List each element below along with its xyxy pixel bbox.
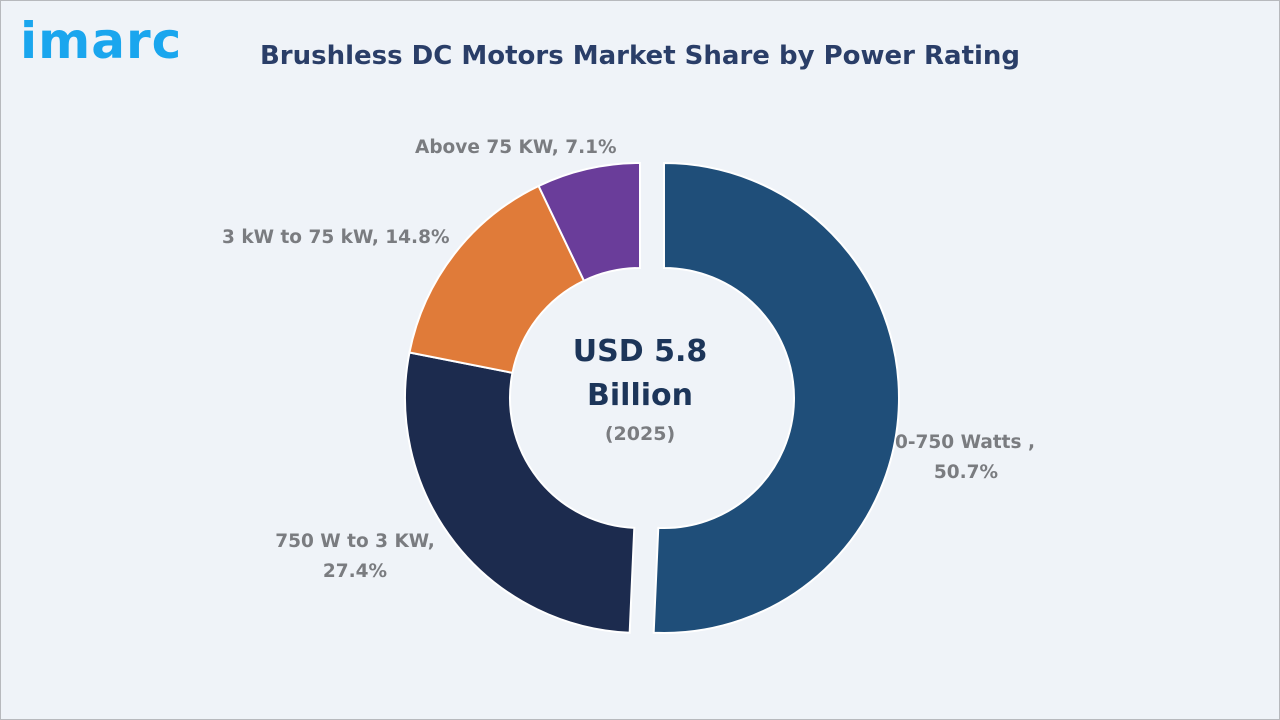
chart-title: Brushless DC Motors Market Share by Powe… xyxy=(259,41,1021,71)
label-3kw-75kw: 3 kW to 75 kW, 14.8% xyxy=(222,227,450,248)
label-750w-3kw: 750 W to 3 KW, 27.4% xyxy=(275,531,435,582)
imarc-logo: imarc xyxy=(20,12,183,70)
center-total: USD 5.8 Billion (2025) xyxy=(540,330,740,450)
center-value: USD 5.8 xyxy=(572,334,708,369)
label-0-750-watts: 0-750 Watts , 50.7% xyxy=(895,432,1036,483)
slice-above-75-kw xyxy=(537,161,641,283)
slice-0-750-watts xyxy=(652,161,900,634)
center-unit: Billion xyxy=(587,378,693,413)
label-above-75kw: Above 75 KW, 7.1% xyxy=(415,137,617,158)
slice-3-kw-to-75-kw xyxy=(408,184,586,375)
slice-750-w-to-3-kw xyxy=(404,351,636,634)
center-year: (2025) xyxy=(604,423,676,445)
